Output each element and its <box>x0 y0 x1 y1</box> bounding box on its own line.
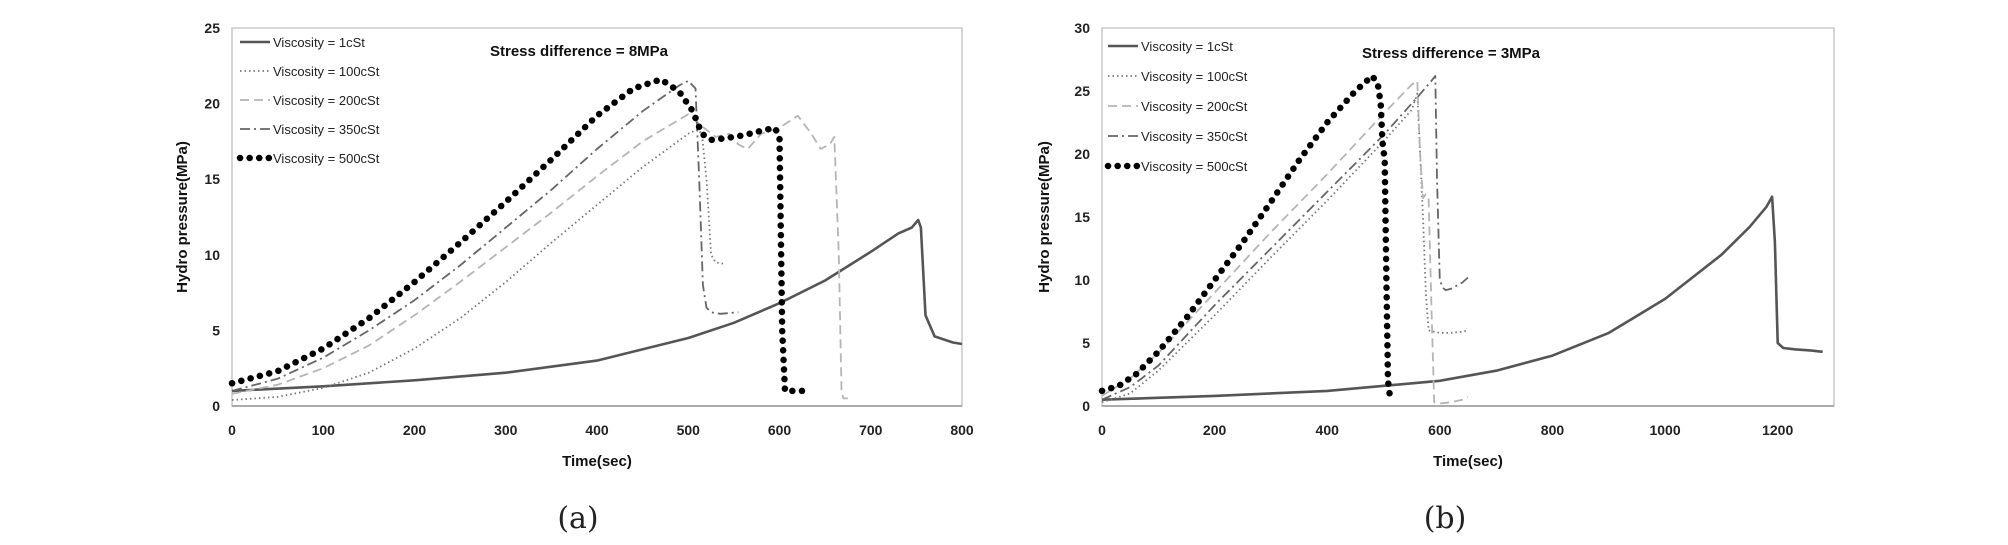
panel-a-series-viscosity-500cst <box>228 76 815 395</box>
panel-b-legend-label: Viscosity = 1cSt <box>1141 39 1233 54</box>
panel-a-series-viscosity-200cst <box>231 113 848 400</box>
panel-a-x-tick-label: 500 <box>677 422 701 438</box>
panel-a-x-tick-label: 0 <box>228 422 236 438</box>
panel-b-x-tick-labels: 0 200 400 600 800 1000 1200 <box>1098 422 1793 438</box>
panel-a-y-tick-label: 25 <box>204 20 220 36</box>
panel-a-frame <box>231 27 963 407</box>
panel-a-y-axis-title: Hydro pressure(MPa) <box>174 141 191 293</box>
panel-a-y-tick-label: 5 <box>212 322 220 338</box>
panel-a-x-tick-label: 400 <box>585 422 609 438</box>
panel-a-legend-label: Viscosity = 200cSt <box>273 93 380 108</box>
panel-a-legend-label: Viscosity = 100cSt <box>273 64 380 79</box>
panel-a-x-tick-label: 100 <box>312 422 336 438</box>
panel-a-series <box>228 76 963 401</box>
panel-a-y-tick-label: 20 <box>204 96 220 112</box>
panel-b-legend: Viscosity = 1cSt Viscosity = 100cSt Viscos… <box>1104 39 1248 174</box>
panel-a-x-tick-label: 300 <box>494 422 518 438</box>
panel-a-series-viscosity-1cst <box>231 218 963 393</box>
panel-b-legend-label: Viscosity = 200cSt <box>1141 99 1248 114</box>
panel-a-caption: (a) <box>557 501 598 536</box>
panel-a-x-tick-label: 700 <box>859 422 883 438</box>
panel-a-legend: Viscosity = 1cSt Viscosity = 100cSt Viscos… <box>236 35 380 166</box>
panel-b-chart: 0 5 10 15 20 25 30 0 200 400 600 800 1000 1200 Visco… <box>1036 20 1835 536</box>
panel-b-x-tick-label: 800 <box>1541 422 1565 438</box>
panel-b-annotation: Stress difference = 3MPa <box>1362 45 1541 62</box>
panel-b-y-tick-label: 20 <box>1074 146 1090 162</box>
panel-b-x-axis-title: Time(sec) <box>1433 453 1503 470</box>
panel-a-x-tick-label: 800 <box>950 422 974 438</box>
panel-a-y-tick-label: 0 <box>212 398 220 414</box>
panel-b-series-viscosity-500cst <box>1098 72 1394 403</box>
panel-b-series <box>1098 72 1823 405</box>
panel-b-caption: (b) <box>1424 501 1467 536</box>
panel-b-y-tick-label: 10 <box>1074 272 1090 288</box>
panel-a-x-axis-title: Time(sec) <box>562 453 632 470</box>
panel-b-y-tick-labels: 0 5 10 15 20 25 30 <box>1074 20 1090 414</box>
panel-a-x-tick-labels: 0 100 200 300 400 500 600 700 800 <box>228 422 974 438</box>
panel-b-x-tick-label: 200 <box>1203 422 1227 438</box>
panel-b-series-viscosity-200cst <box>1101 80 1469 405</box>
panel-b-x-tick-label: 1200 <box>1762 422 1793 438</box>
panel-a-y-tick-label: 15 <box>204 171 220 187</box>
panel-b-series-viscosity-100cst <box>1101 92 1469 404</box>
panel-a-x-tick-label: 600 <box>768 422 792 438</box>
panel-b-y-axis-title: Hydro pressure(MPa) <box>1036 141 1053 293</box>
panel-a-chart: 0 5 10 15 20 25 0 100 200 300 400 500 600 700 800 Vis… <box>174 20 974 536</box>
panel-a-x-tick-label: 200 <box>403 422 427 438</box>
panel-a-legend-label: Viscosity = 1cSt <box>273 35 365 50</box>
panel-b-legend-label: Viscosity = 100cSt <box>1141 69 1248 84</box>
panel-b-y-tick-label: 5 <box>1082 335 1090 351</box>
panel-a-series-viscosity-100cst <box>231 128 725 401</box>
panel-b-series-viscosity-1cst <box>1101 195 1823 401</box>
panel-b-y-tick-label: 0 <box>1082 398 1090 414</box>
panel-b-legend-label: Viscosity = 500cSt <box>1141 159 1248 174</box>
panel-b-series-viscosity-350cst <box>1101 75 1469 401</box>
panel-b-y-tick-label: 15 <box>1074 209 1090 225</box>
panel-b-frame <box>1101 27 1835 407</box>
panel-a-legend-label: Viscosity = 350cSt <box>273 122 380 137</box>
panel-b-x-tick-label: 0 <box>1098 422 1106 438</box>
panel-a-annotation: Stress difference = 8MPa <box>490 43 669 60</box>
panel-b-x-tick-label: 1000 <box>1649 422 1680 438</box>
panel-b-x-tick-label: 600 <box>1428 422 1452 438</box>
panel-b-y-tick-label: 25 <box>1074 83 1090 99</box>
panel-a-y-tick-labels: 0 5 10 15 20 25 <box>204 20 220 414</box>
panel-b-y-tick-label: 30 <box>1074 20 1090 36</box>
panel-b-legend-label: Viscosity = 350cSt <box>1141 129 1248 144</box>
panel-a-legend-label: Viscosity = 500cSt <box>273 151 380 166</box>
panel-b-x-tick-label: 400 <box>1316 422 1340 438</box>
panel-a-y-tick-label: 10 <box>204 247 220 263</box>
panel-a-series-viscosity-350cst <box>231 80 739 392</box>
